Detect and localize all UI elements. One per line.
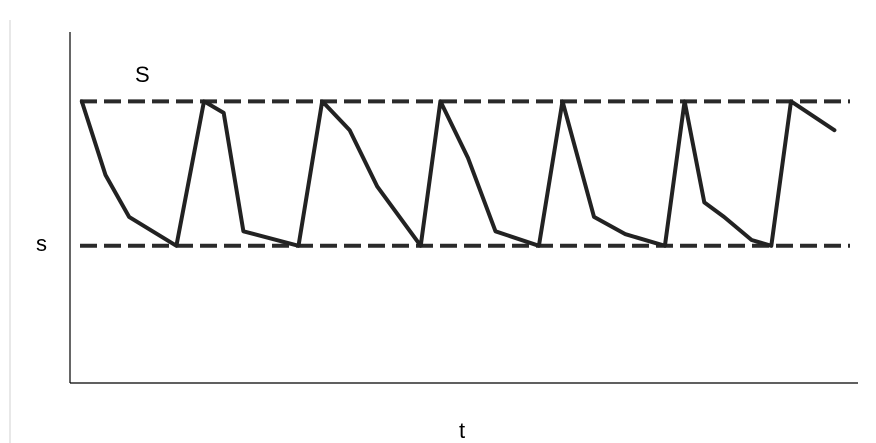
inventory-level-series	[79, 99, 837, 248]
upper-level-label: S	[135, 62, 150, 87]
x-axis-label: t	[459, 418, 465, 443]
lower-level-label: s	[36, 231, 47, 256]
